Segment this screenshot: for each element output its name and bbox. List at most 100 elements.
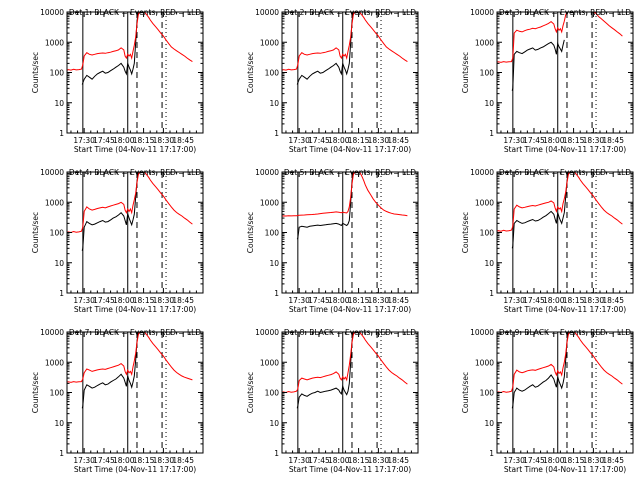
y-tick-label: 1 <box>274 449 279 458</box>
y-tick-label: 10000 <box>40 8 64 17</box>
y-tick-label: 100 <box>265 389 280 398</box>
marker-lines <box>82 172 167 293</box>
x-tick-label: 18:00 <box>543 136 565 145</box>
series-group <box>497 172 623 249</box>
x-tick-label: 18:45 <box>602 296 624 305</box>
events-series-line <box>296 12 355 85</box>
y-tick-label: 100 <box>480 229 495 238</box>
y-tick-label: 100 <box>50 389 65 398</box>
x-tick-label: 17:45 <box>93 456 115 465</box>
x-axis-label: Start Time (04-Nov-11 17:17:00) <box>504 305 626 314</box>
y-tick-label: 1000 <box>475 358 494 367</box>
plot-frame <box>281 11 419 134</box>
y-tick-label: 1000 <box>260 38 279 47</box>
x-tick-label: 17:45 <box>308 456 330 465</box>
events-series-line <box>296 332 355 409</box>
events-series-line <box>296 172 355 240</box>
y-tick-label: 10 <box>54 99 64 108</box>
lld-series-line <box>67 332 193 383</box>
lld-series-line <box>497 332 623 394</box>
y-tick-label: 1 <box>489 129 494 138</box>
x-tick-label: 17:30 <box>288 456 310 465</box>
y-tick-label: 100 <box>265 229 280 238</box>
x-axis-ticks <box>500 12 627 133</box>
y-tick-label: 1000 <box>45 198 64 207</box>
events-series-line <box>511 39 565 91</box>
lld-series-line <box>497 172 623 232</box>
marker-lines <box>297 172 382 293</box>
series-group <box>67 172 193 251</box>
y-axis-ticks <box>497 11 633 134</box>
x-tick-label: 17:45 <box>93 136 115 145</box>
x-axis-ticks <box>70 332 197 453</box>
x-axis-label: Start Time (04-Nov-11 17:17:00) <box>74 305 196 314</box>
x-tick-label: 18:30 <box>153 456 175 465</box>
lld-series-line <box>282 172 408 217</box>
y-axis-label: Counts/sec <box>246 52 255 93</box>
lld-series-line <box>67 12 193 71</box>
y-axis-label: Counts/sec <box>31 372 40 413</box>
x-tick-label: 18:30 <box>583 296 605 305</box>
series-group <box>282 332 408 409</box>
x-tick-label: 18:30 <box>583 136 605 145</box>
x-tick-label: 18:45 <box>172 296 194 305</box>
x-tick-label: 18:00 <box>328 296 350 305</box>
events-series-line <box>81 172 140 251</box>
events-series-line <box>511 332 570 409</box>
x-tick-label: 18:45 <box>387 456 409 465</box>
y-tick-label: 10000 <box>40 328 64 337</box>
y-tick-label: 10000 <box>255 168 279 177</box>
x-tick-label: 18:00 <box>543 456 565 465</box>
x-axis-ticks <box>285 12 412 133</box>
x-tick-label: 18:45 <box>602 136 624 145</box>
y-tick-label: 10000 <box>40 168 64 177</box>
x-tick-label: 17:30 <box>73 136 95 145</box>
marker-lines <box>512 12 597 133</box>
y-tick-label: 10 <box>269 259 279 268</box>
x-tick-label: 17:30 <box>288 136 310 145</box>
x-axis-ticks <box>500 332 627 453</box>
y-axis-label: Counts/sec <box>461 212 470 253</box>
x-tick-label: 18:00 <box>113 136 135 145</box>
x-tick-label: 17:30 <box>503 136 525 145</box>
x-tick-label: 18:00 <box>328 136 350 145</box>
x-axis-ticks <box>285 332 412 453</box>
y-tick-label: 1000 <box>45 38 64 47</box>
y-tick-label: 1 <box>489 289 494 298</box>
panel-det-9: 1 10 100 1000 10000 17:3017:4518:0018:1518:30… <box>461 328 634 474</box>
marker-lines <box>82 12 167 133</box>
y-tick-label: 100 <box>480 69 495 78</box>
y-axis-label: Counts/sec <box>31 212 40 253</box>
plot-frame <box>496 171 634 294</box>
y-tick-label: 100 <box>480 389 495 398</box>
panel-title: Det 9: BLACK = Events, RED = LLD <box>499 328 631 337</box>
panel-det-2: 1 10 100 1000 10000 17:3017:4518:0018:1518:30… <box>246 8 419 154</box>
y-axis-ticks <box>282 171 418 294</box>
x-tick-label: 17:45 <box>523 136 545 145</box>
panel-det-3: 1 10 100 1000 10000 17:3017:4518:0018:1518:30… <box>461 8 634 154</box>
plot-frame <box>66 331 204 454</box>
x-tick-label: 18:15 <box>133 296 155 305</box>
series-group <box>282 12 408 85</box>
x-tick-label: 17:30 <box>73 296 95 305</box>
panel-det-7: 1 10 100 1000 10000 17:3017:4518:0018:1518:30… <box>31 328 204 474</box>
panel-title: Det 2: BLACK = Events, RED = LLD <box>284 8 416 17</box>
plot-frame <box>66 171 204 294</box>
y-tick-label: 1000 <box>45 358 64 367</box>
x-tick-label: 18:30 <box>368 456 390 465</box>
x-axis-label: Start Time (04-Nov-11 17:17:00) <box>504 465 626 474</box>
y-tick-label: 1 <box>274 289 279 298</box>
x-tick-label: 18:15 <box>563 136 585 145</box>
x-tick-label: 18:45 <box>387 296 409 305</box>
panel-title: Det 6: BLACK = Events, RED = LLD <box>499 168 631 177</box>
plot-frame <box>66 11 204 134</box>
x-tick-label: 18:00 <box>113 296 135 305</box>
x-tick-label: 17:45 <box>523 296 545 305</box>
y-tick-label: 100 <box>50 69 65 78</box>
x-tick-label: 18:30 <box>583 456 605 465</box>
x-axis-label: Start Time (04-Nov-11 17:17:00) <box>289 465 411 474</box>
x-axis-label: Start Time (04-Nov-11 17:17:00) <box>289 145 411 154</box>
panel-det-1: 1 10 100 1000 10000 17:3017:4518:0018:1518:30… <box>31 8 204 154</box>
y-tick-label: 1 <box>59 289 64 298</box>
lld-series-line <box>67 172 193 234</box>
